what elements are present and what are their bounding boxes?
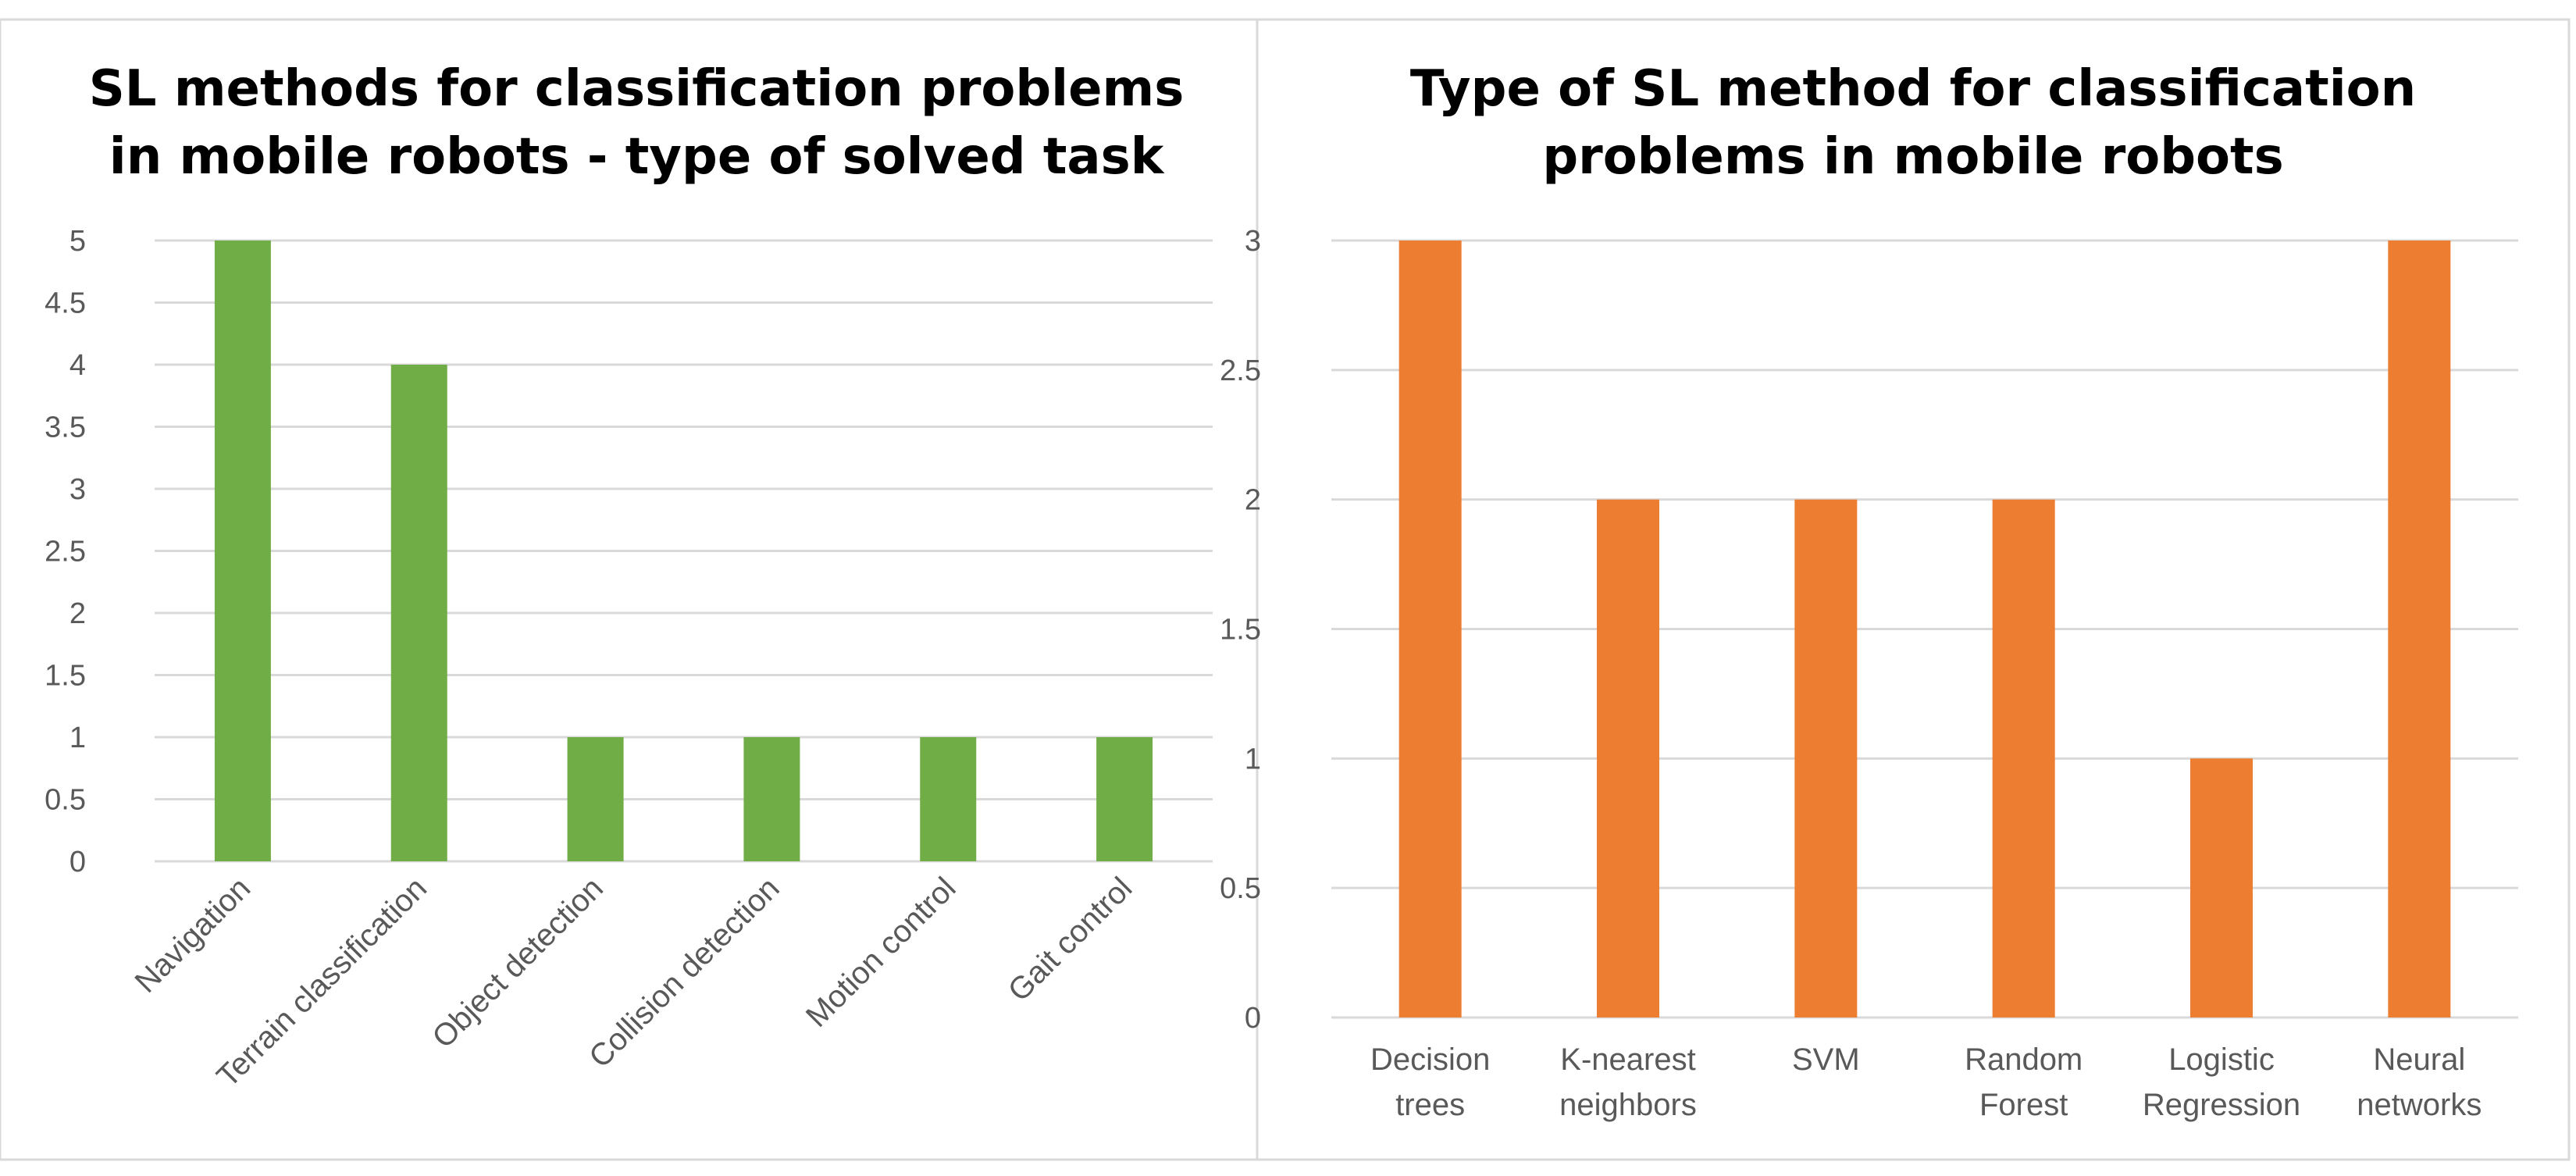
- right-x-tick-label: networks: [2357, 1088, 2482, 1122]
- left-y-tick-label: 0.5: [45, 784, 86, 817]
- left-chart-gridlines: [155, 239, 1213, 863]
- left-y-tick-label: 5: [69, 225, 86, 258]
- right-x-tick-label: Regression: [2143, 1088, 2300, 1122]
- right-y-tick-label: 3: [1245, 225, 1261, 258]
- right-y-tick-label: 0.5: [1220, 872, 1261, 905]
- right-chart-y-axis: 0 0.5 1 1.5 2 2.5 3: [1220, 225, 1261, 1035]
- left-bar: [1096, 737, 1153, 861]
- left-bar: [743, 737, 800, 861]
- left-y-tick-label: 1.5: [45, 660, 86, 693]
- right-chart-gridlines: [1331, 239, 2518, 1019]
- right-bar: [1597, 499, 1659, 1017]
- right-x-tick-label: SVM: [1792, 1042, 1860, 1077]
- left-y-tick-label: 4.5: [45, 287, 86, 320]
- left-chart-frame: [0, 18, 1259, 1161]
- right-x-tick-label: Neural: [2373, 1042, 2465, 1077]
- left-bar: [567, 737, 624, 861]
- right-chart-title-line-2: problems in mobile robots: [1542, 128, 2283, 186]
- right-bar: [1992, 499, 2055, 1017]
- left-y-tick-label: 1: [69, 722, 86, 754]
- left-chart-bars: [214, 241, 1153, 861]
- left-y-tick-label: 3: [69, 473, 86, 506]
- right-x-tick-label: trees: [1395, 1088, 1465, 1122]
- right-chart-bars: [1398, 241, 2451, 1017]
- right-y-tick-label: 0: [1245, 1002, 1261, 1035]
- right-chart: Type of SL method for classification pro…: [1220, 60, 2518, 1122]
- left-chart-title-line-1: SL methods for classification problems: [89, 60, 1185, 118]
- left-bar: [920, 737, 977, 861]
- right-y-tick-label: 2.5: [1220, 355, 1261, 387]
- right-x-tick-label: Forest: [1979, 1088, 2068, 1122]
- left-chart-y-axis: 0 0.5 1 1.5 2 2.5 3 3.5 4 4.5 5: [45, 225, 86, 878]
- left-y-tick-label: 0: [69, 846, 86, 878]
- right-bar: [2190, 758, 2253, 1017]
- right-x-tick-label: K-nearest: [1560, 1042, 1695, 1077]
- right-y-tick-label: 1: [1245, 743, 1261, 775]
- left-y-tick-label: 2.5: [45, 536, 86, 568]
- left-y-tick-label: 4: [69, 349, 86, 382]
- right-x-tick-label: Random: [1965, 1042, 2083, 1077]
- right-bar: [2388, 241, 2451, 1017]
- left-bar: [390, 365, 447, 861]
- right-bar: [1398, 241, 1462, 1017]
- left-y-tick-label: 3.5: [45, 412, 86, 444]
- right-x-tick-label: Decision: [1370, 1042, 1490, 1077]
- right-bar: [1794, 499, 1858, 1017]
- right-y-tick-label: 1.5: [1220, 614, 1261, 647]
- right-x-tick-label: Logistic: [2168, 1042, 2275, 1077]
- left-chart-title-line-2: in mobile robots - type of solved task: [109, 128, 1165, 186]
- right-chart-x-axis: Decision trees K-nearest neighbors SVM Random…: [1370, 1042, 2482, 1122]
- right-y-tick-label: 2: [1245, 484, 1261, 517]
- right-chart-frame: [1256, 18, 2571, 1161]
- left-bar: [214, 241, 271, 861]
- right-chart-title-line-1: Type of SL method for classification: [1410, 60, 2416, 118]
- left-y-tick-label: 2: [69, 597, 86, 630]
- right-x-tick-label: neighbors: [1559, 1088, 1697, 1122]
